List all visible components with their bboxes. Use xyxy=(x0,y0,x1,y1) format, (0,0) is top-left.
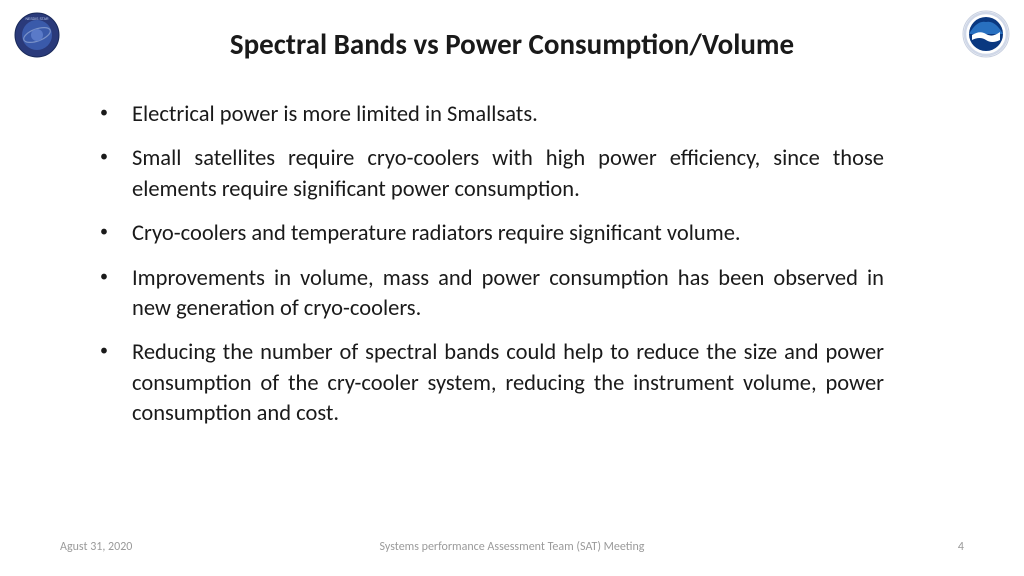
slide-title: Spectral Bands vs Power Consumption/Volu… xyxy=(50,26,974,62)
svg-text:NESDIS STAR: NESDIS STAR xyxy=(25,17,49,21)
bullet-item: Reducing the number of spectral bands co… xyxy=(100,338,974,429)
bullet-list: Electrical power is more limited in Smal… xyxy=(50,100,974,429)
footer-meeting: Systems performance Assessment Team (SAT… xyxy=(380,540,645,554)
footer-page-number: 4 xyxy=(958,540,964,554)
slide-footer: Agust 31, 2020 Systems performance Asses… xyxy=(0,540,1024,554)
bullet-item: Small satellites require cryo-coolers wi… xyxy=(100,144,974,205)
slide-container: NESDIS STAR Spectral Bands vs Power Cons… xyxy=(0,0,1024,576)
bullet-item: Cryo-coolers and temperature radiators r… xyxy=(100,219,974,249)
bullet-item: Improvements in volume, mass and power c… xyxy=(100,264,974,325)
noaa-logo xyxy=(962,10,1010,58)
bullet-item: Electrical power is more limited in Smal… xyxy=(100,100,974,130)
nesdis-star-logo: NESDIS STAR xyxy=(14,12,60,58)
footer-date: Agust 31, 2020 xyxy=(60,540,132,554)
